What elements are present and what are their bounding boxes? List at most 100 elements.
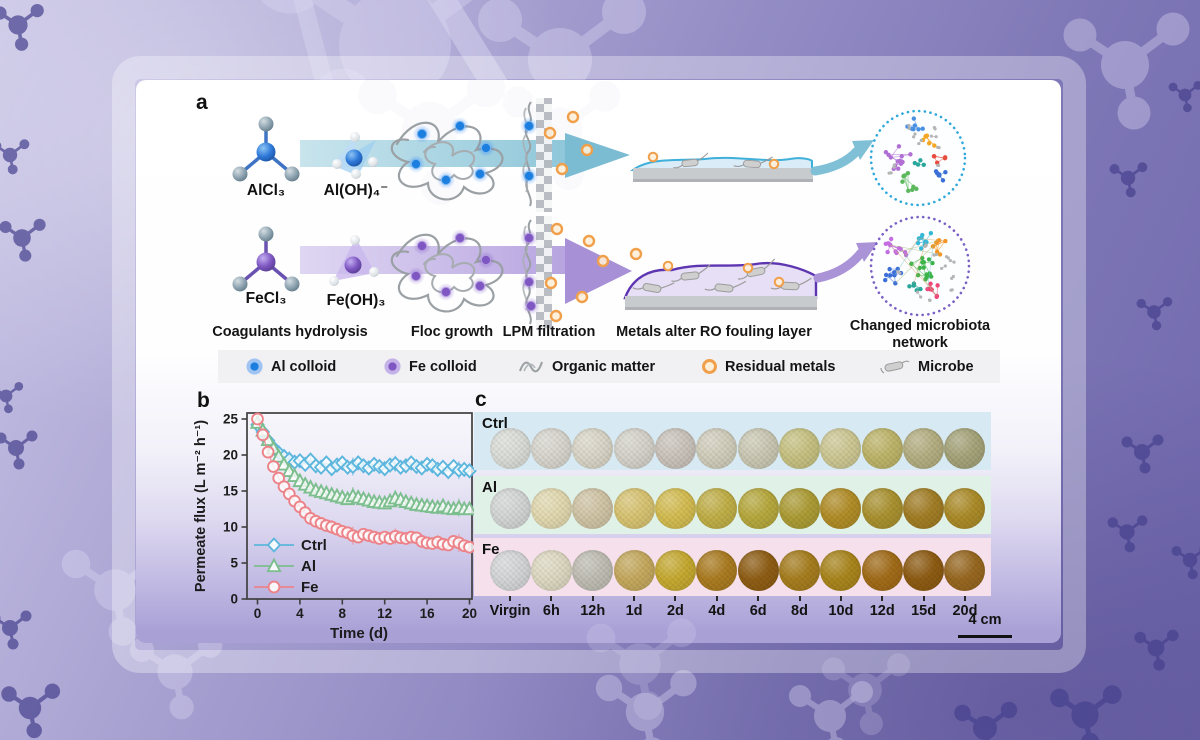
x-tick-label: 4 — [296, 606, 304, 621]
time-tick — [674, 596, 677, 601]
legend-label: Organic matter — [552, 358, 656, 375]
membrane-coupon — [903, 549, 945, 591]
time-tick — [757, 596, 760, 601]
stage-label-changed-microbiota: Changed microbiota network — [849, 318, 991, 352]
y-tick-label: 20 — [223, 448, 238, 463]
membrane-coupon — [489, 549, 531, 591]
membrane-coupon — [654, 427, 696, 469]
x-tick-label: 16 — [420, 606, 436, 621]
scale-bar-label: 4 cm — [968, 612, 1002, 628]
membrane-coupon — [613, 487, 655, 529]
swoosh-arrow-fe — [813, 242, 878, 283]
membrane-coupon — [696, 487, 738, 529]
time-label: Virgin — [489, 603, 531, 619]
time-tick — [715, 596, 718, 601]
y-tick-label: 10 — [223, 520, 238, 535]
row-label-Ctrl: Ctrl — [482, 415, 508, 432]
series-markers-Fe — [251, 412, 476, 554]
legend-label: Al colloid — [271, 358, 337, 375]
membrane-coupon — [903, 487, 945, 529]
organic-matter-icon — [519, 361, 543, 372]
panel-a-letter: a — [196, 91, 208, 114]
coupon-band-Ctrl: Ctrl — [474, 412, 991, 470]
membrane-coupon — [530, 549, 572, 591]
membrane-coupon — [944, 427, 986, 469]
time-label: 10d — [828, 603, 854, 619]
ro-fouling-layer-fe — [623, 258, 818, 310]
time-label: 6d — [749, 603, 767, 619]
time-tick — [633, 596, 636, 601]
membrane-coupon — [861, 487, 903, 529]
y-tick-label: 25 — [223, 412, 239, 427]
residual-metals-icon — [702, 359, 717, 374]
membrane-coupon — [489, 487, 531, 529]
time-label: 12d — [869, 603, 895, 619]
time-label: 8d — [791, 603, 808, 619]
feoh3-label: Fe(OH)₃ — [327, 292, 386, 309]
panel-a-schematic: AlCl₃ Al(OH)₄⁻ FeCl₃ Fe(OH)₃ — [232, 98, 971, 330]
legend-item-al-colloid: Al colloid — [246, 350, 336, 383]
membrane-coupon — [820, 427, 862, 469]
fecl3-label: FeCl₃ — [246, 290, 287, 307]
membrane-coupon — [903, 427, 945, 469]
membrane-coupon — [944, 487, 986, 529]
time-label: 6h — [542, 603, 560, 619]
legend-entry-Ctrl: Ctrl — [301, 537, 327, 554]
membrane-coupon — [696, 549, 738, 591]
panel-a-legend-bar: Al colloid Fe colloid Organic matter Res… — [218, 350, 1000, 383]
membrane-coupon — [779, 427, 821, 469]
permeate-flux-chart: 0 4 8 12 16 20 0 5 10 15 20 25 Time (d) Permeate flux… — [193, 412, 478, 642]
alcl3-molecule — [232, 116, 300, 182]
legend-marker-Ctrl — [266, 537, 282, 553]
membrane-coupon — [820, 549, 862, 591]
series-markers-Ctrl — [250, 416, 477, 480]
fecl3-molecule — [232, 226, 300, 292]
membrane-coupon — [489, 427, 531, 469]
time-tick — [591, 596, 594, 601]
membrane-coupon — [944, 549, 986, 591]
time-tick — [509, 596, 511, 601]
y-tick-label: 5 — [230, 556, 238, 571]
row-label-Al: Al — [482, 479, 497, 496]
legend-label: Microbe — [918, 358, 974, 375]
x-tick-label: 8 — [339, 606, 347, 621]
ro-fouling-layer-al — [630, 151, 813, 182]
figure-frame — [112, 56, 1086, 673]
time-tick — [881, 596, 884, 601]
microbiota-network-bottom — [882, 231, 956, 302]
membrane-coupon — [861, 427, 903, 469]
membrane-coupon — [779, 549, 821, 591]
membrane-coupon — [530, 427, 572, 469]
legend-entry-Al: Al — [301, 558, 316, 575]
legend-entry-Fe: Fe — [301, 579, 319, 596]
membrane-coupon — [779, 487, 821, 529]
membrane-coupon — [737, 549, 779, 591]
coupon-band-Al: Al — [474, 476, 991, 534]
membrane-coupon — [696, 427, 738, 469]
legend-marker-Al — [266, 557, 282, 573]
legend-label: Fe colloid — [409, 358, 477, 375]
time-label: 15d — [911, 603, 937, 619]
fe-colloid-icon — [384, 358, 401, 375]
swoosh-arrow-al — [810, 140, 874, 176]
membrane-coupon — [654, 487, 696, 529]
y-tick-label: 0 — [230, 592, 238, 607]
membrane-coupon — [613, 549, 655, 591]
membrane-coupon — [572, 549, 614, 591]
coupon-band-Fe: Fe — [474, 538, 991, 596]
time-tick — [550, 596, 553, 601]
membrane-coupon — [572, 427, 614, 469]
time-tick — [963, 596, 966, 601]
membrane-coupon — [572, 487, 614, 529]
alcl3-label: AlCl₃ — [247, 182, 285, 199]
stage-label-floc-growth: Floc growth — [410, 324, 494, 340]
panel-b-letter: b — [197, 389, 210, 412]
time-label: 4d — [708, 603, 726, 619]
y-axis-label: Permeate flux (L m⁻² h⁻¹) — [193, 420, 209, 592]
legend-item-residual-metals: Residual metals — [702, 350, 835, 383]
scale-bar — [958, 635, 1012, 638]
aloh4-molecule — [332, 132, 378, 179]
legend-label: Residual metals — [725, 358, 836, 375]
legend-marker-Fe — [267, 580, 281, 594]
